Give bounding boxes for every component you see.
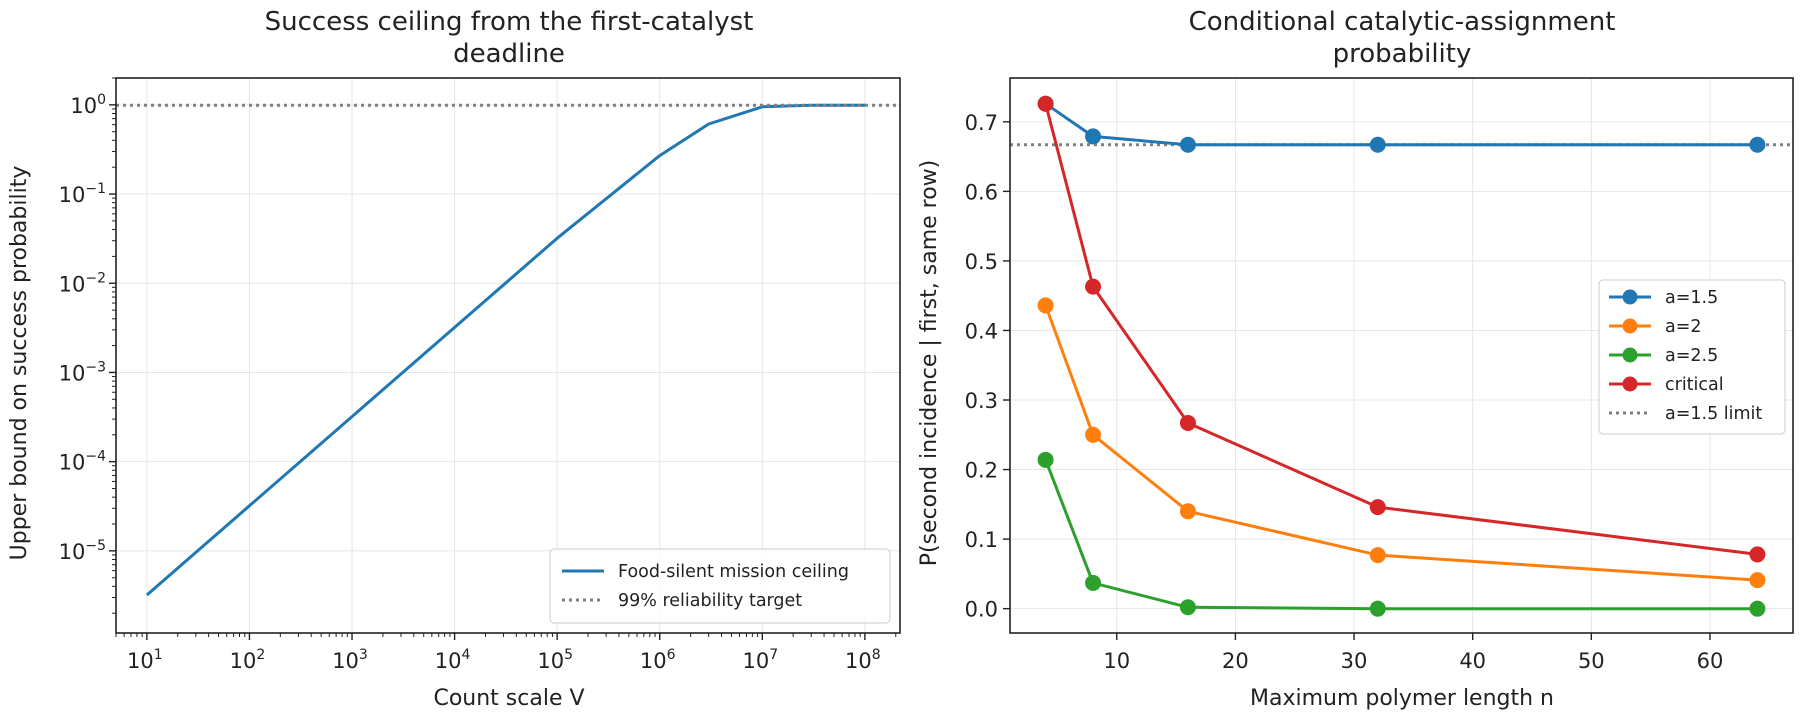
right-data-point-a-2-5 — [1179, 599, 1196, 616]
right-data-point-a-2 — [1037, 297, 1054, 314]
right-axes-frame — [1009, 77, 1794, 634]
right-panel: 10 20 30 40 50 60 0.0 0.1 0.2 0.3 0.4 0.5 0.6 0.7 Con… — [917, 7, 1794, 711]
right-data-point-critical — [1085, 278, 1102, 295]
right-x-tick-label: 20 — [1222, 649, 1249, 673]
right-y-tick-label: 0.3 — [965, 389, 998, 413]
right-y-tick-label: 0.5 — [965, 250, 998, 274]
right-data-point-a-2-5 — [1369, 600, 1386, 617]
right-legend-marker — [1622, 289, 1638, 305]
right-x-tick-label: 10 — [1103, 649, 1130, 673]
left-chart-title-line-2: deadline — [453, 39, 565, 69]
left-y-tick-label: 10−5 — [59, 538, 106, 564]
right-data-point-a-2-5 — [1085, 574, 1102, 591]
right-x-tick-label: 40 — [1459, 649, 1486, 673]
right-legend-label: a=2 — [1665, 317, 1702, 337]
left-x-tick-label: 102 — [230, 647, 266, 673]
right-data-point-a-2 — [1085, 426, 1102, 443]
right-y-tick-label: 0.2 — [965, 459, 998, 483]
left-x-tick-label: 103 — [332, 647, 368, 673]
right-ticks: 10 20 30 40 50 60 0.0 0.1 0.2 0.3 0.4 0.5 0.6 0.7 — [965, 111, 1724, 673]
right-x-tick-label: 50 — [1578, 649, 1605, 673]
right-data-point-a-1-5 — [1369, 136, 1386, 153]
right-chart-title-line-1: Conditional catalytic-assignment — [1189, 7, 1616, 37]
right-data-point-critical — [1179, 414, 1196, 431]
right-data-point-a-1-5 — [1179, 136, 1196, 153]
left-x-tick-label: 105 — [537, 647, 573, 673]
left-x-tick-label: 107 — [742, 647, 778, 673]
left-y-tick-label: 10−4 — [59, 449, 106, 475]
right-data-point-critical — [1037, 95, 1054, 112]
right-legend-marker — [1622, 376, 1638, 392]
right-series-line-a-1-5 — [1044, 102, 1758, 147]
right-grid — [1010, 78, 1793, 633]
right-data-point-a-2-5 — [1037, 451, 1054, 468]
right-data-point-a-2 — [1179, 503, 1196, 520]
right-data-point-a-1-5 — [1749, 136, 1766, 153]
right-legend-label: a=1.5 limit — [1665, 404, 1762, 424]
left-y-tick-label: 10−1 — [59, 181, 106, 207]
right-y-tick-label: 0.0 — [965, 598, 998, 622]
left-x-tick-label: 101 — [127, 647, 163, 673]
right-x-axis-label: Maximum polymer length n — [1250, 686, 1554, 711]
right-data-point-a-2 — [1749, 572, 1766, 589]
right-legend-label: a=1.5 — [1665, 288, 1718, 308]
left-legend: Food-silent mission ceiling 99% reliabili… — [549, 548, 891, 624]
left-legend-label: Food-silent mission ceiling — [618, 562, 849, 582]
left-x-tick-label: 108 — [845, 647, 881, 673]
right-chart-title-line-2: probability — [1333, 39, 1472, 69]
right-y-tick-label: 0.1 — [965, 528, 998, 552]
right-legend: a=1.5 a=2 a=2.5 critical a=1.5 limit — [1598, 279, 1786, 435]
right-data-point-a-2 — [1369, 547, 1386, 564]
right-legend-box — [1598, 279, 1786, 435]
right-plot-area — [1010, 95, 1793, 617]
left-legend-label: 99% reliability target — [618, 591, 802, 611]
left-x-axis-label: Count scale V — [433, 686, 584, 711]
right-legend-label: a=2.5 — [1665, 346, 1718, 366]
left-series-line-food-silent-ceiling — [145, 103, 865, 597]
left-panel: 101 102 103 104 105 106 107 108 100 10−1 10−2 10−3 1… — [7, 7, 901, 711]
right-x-tick-label: 30 — [1341, 649, 1368, 673]
left-y-tick-label: 10−2 — [59, 270, 106, 296]
right-legend-marker — [1622, 318, 1638, 334]
right-legend-label: critical — [1665, 375, 1724, 395]
left-legend-box — [549, 548, 891, 624]
left-ticks: 101 102 103 104 105 106 107 108 100 10−1 10−2 10−3 1… — [59, 77, 897, 673]
left-x-tick-label: 104 — [435, 647, 471, 673]
left-y-tick-label: 100 — [70, 92, 106, 118]
right-y-tick-label: 0.7 — [965, 111, 998, 135]
right-data-point-a-1-5 — [1085, 128, 1102, 145]
right-data-point-a-2-5 — [1749, 600, 1766, 617]
right-y-tick-label: 0.4 — [965, 319, 998, 343]
left-y-tick-label: 10−3 — [59, 359, 106, 385]
right-data-point-critical — [1369, 499, 1386, 516]
right-y-tick-label: 0.6 — [965, 180, 998, 204]
right-data-point-critical — [1749, 546, 1766, 563]
right-y-axis-label: P(second incidence | first, same row) — [917, 160, 942, 567]
right-x-tick-label: 60 — [1697, 649, 1724, 673]
left-chart-title-line-1: Success ceiling from the first-catalyst — [265, 7, 754, 37]
left-x-tick-label: 106 — [640, 647, 676, 673]
left-y-axis-label: Upper bound on success probability — [7, 166, 32, 561]
right-legend-marker — [1622, 347, 1638, 363]
left-axes-frame — [115, 77, 901, 634]
left-plot-area — [116, 103, 900, 597]
